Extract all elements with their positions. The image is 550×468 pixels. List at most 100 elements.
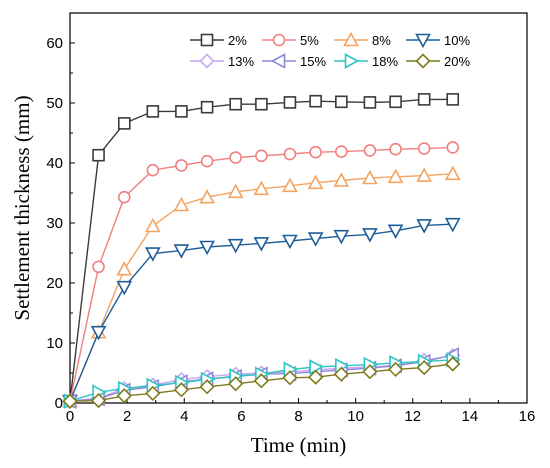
data-point [117,117,131,130]
x-tick-label: 10 [347,408,364,425]
plot-frame [69,12,528,404]
data-point [116,388,132,404]
data-point [282,177,298,193]
data-point [62,393,78,409]
data-point [333,366,349,382]
data-point [173,196,190,212]
legend-label: 8% [372,33,391,48]
data-point [362,364,378,380]
series-layer [61,93,461,410]
legend-label: 15% [300,54,326,69]
data-point [283,96,297,109]
data-point [416,219,433,234]
data-point [308,369,324,385]
series-0 [63,93,460,408]
data-point [387,224,404,239]
legend-item: 13% [190,53,254,69]
legend-item: 2% [190,33,247,48]
y-tick-label: 60 [46,35,63,52]
axes: 0 2 4 6 8 10 12 14 16 0 10 20 30 40 50 60 [46,12,535,425]
data-point [199,189,215,204]
legend-label: 13% [228,54,254,69]
legend-label: 20% [444,54,470,69]
legend-marker [270,53,286,69]
legend-marker [344,53,360,69]
data-point [362,169,378,185]
data-point [253,237,270,252]
data-point [333,229,350,245]
data-point [144,247,161,262]
data-point [416,167,433,182]
legend-item: 5% [262,33,319,48]
x-tick-label: 6 [237,408,245,425]
legend-marker [415,33,431,49]
legend: 2% 5% 8% 10% 13% 15% 18% 20% [190,31,470,69]
data-point [144,217,161,233]
legend-marker [200,33,214,47]
data-point [117,190,131,204]
legend-item: 8% [334,31,391,48]
data-point [282,234,298,250]
data-point [175,105,188,118]
y-tick-label: 20 [46,275,63,292]
data-point [387,168,404,184]
data-point [307,232,324,247]
data-point [228,376,244,392]
y-tick-label: 50 [46,95,63,112]
data-point [227,183,244,199]
data-point [362,228,378,243]
series-2 [62,165,461,408]
legend-label: 5% [300,33,319,48]
data-point [227,238,244,254]
data-point [255,97,268,111]
legend-label: 2% [228,33,247,48]
data-point [90,325,107,341]
data-point [307,174,324,190]
data-point [335,95,348,109]
y-axis-title: Settlement thickness (mm) [10,95,34,320]
y-tick-label: 30 [46,215,63,232]
legend-item: 15% [262,53,326,69]
data-point [389,95,402,109]
data-point [116,261,133,276]
x-tick-label: 0 [66,408,74,425]
data-point [229,97,242,111]
data-point [282,370,298,386]
data-point [253,180,270,196]
legend-label: 18% [372,54,398,69]
legend-marker [199,53,215,69]
data-point [199,240,215,256]
data-point [92,148,105,162]
data-point [200,100,214,114]
legend-item: 18% [334,53,398,69]
x-tick-label: 14 [462,408,479,425]
data-point [199,379,215,395]
data-point [146,105,160,118]
data-point [175,159,188,172]
legend-label: 10% [444,33,470,48]
data-point [116,280,133,296]
data-point [335,145,348,158]
data-point [363,96,377,109]
data-point [417,142,431,155]
y-tick-label: 40 [46,155,63,172]
data-point [253,373,270,389]
data-point [363,144,377,157]
legend-marker [415,53,431,69]
data-point [200,154,214,168]
data-point [446,141,460,154]
data-point [445,356,461,372]
data-point [283,147,297,161]
legend-marker [272,33,286,47]
legend-marker [343,31,359,47]
data-point [389,142,402,156]
data-point [444,165,461,181]
data-point [145,385,161,402]
data-point [417,93,431,106]
y-tick-label: 0 [55,395,63,412]
data-point [146,163,160,177]
data-point [444,217,461,233]
data-point [229,151,242,164]
x-tick-label: 8 [294,408,302,425]
